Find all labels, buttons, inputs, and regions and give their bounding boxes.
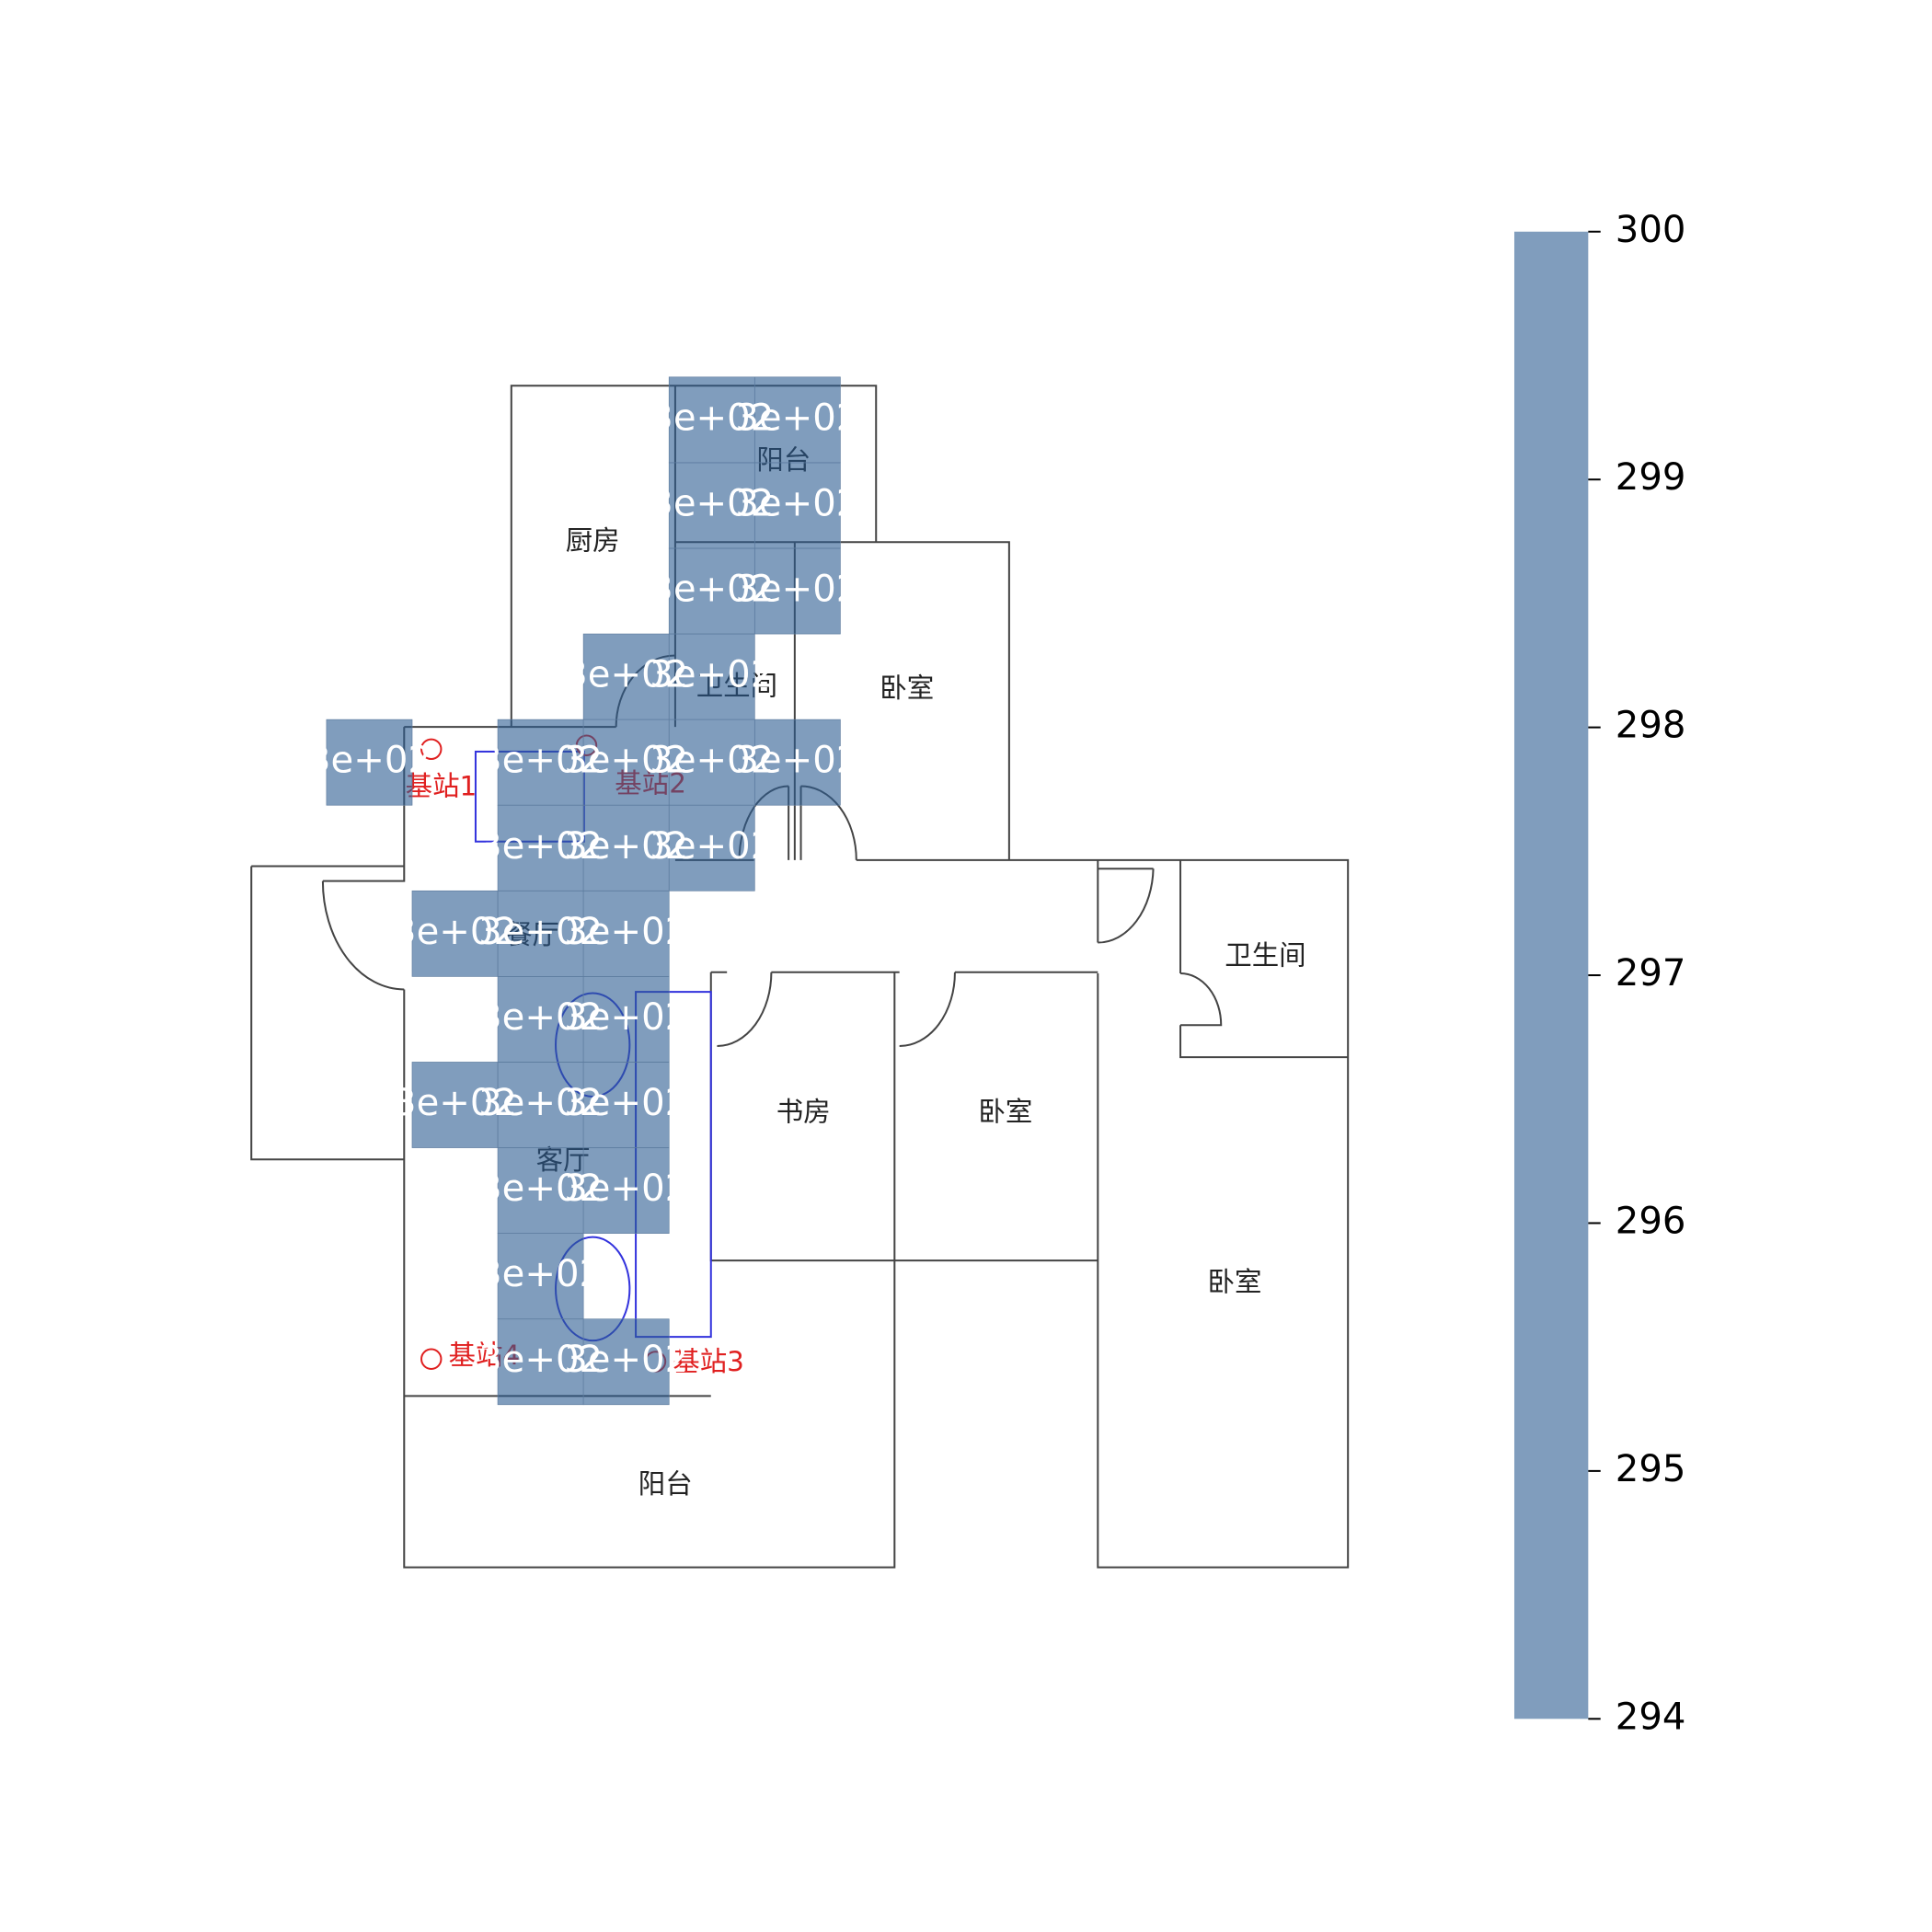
colorbar-tick-label: 295	[1616, 1448, 1686, 1490]
heatmap-cell	[582, 804, 670, 891]
heatmap-cell	[753, 547, 841, 635]
base-station-marker	[420, 1348, 443, 1370]
cell-label: 3e+02	[650, 825, 774, 868]
cell-label: 3e+02	[478, 825, 603, 868]
heatmap-cell	[497, 719, 584, 806]
cell-label: 3e+02	[564, 996, 688, 1039]
heatmap-cell	[411, 1062, 499, 1148]
cell-label: 3e+02	[564, 740, 688, 782]
heatmap-cell	[753, 719, 841, 806]
colorbar-tick-label: 299	[1616, 456, 1686, 499]
colorbar-tick-label: 297	[1616, 952, 1686, 995]
heatmap-cell	[411, 890, 499, 977]
heatmap-cell	[753, 462, 841, 549]
base-station-label: 基站1	[406, 770, 477, 801]
cell-label: 3e+02	[564, 911, 688, 953]
colorbar-tick-label: 294	[1616, 1696, 1686, 1738]
heatmap-cell	[668, 376, 755, 464]
heatmap-cell	[582, 719, 670, 806]
cell-label: 3e+02	[478, 911, 603, 953]
cell-label: 3e+02	[478, 1167, 603, 1210]
heatmap-cell	[497, 976, 584, 1063]
cell-label: 3e+02	[307, 740, 431, 782]
heatmap-cell	[326, 719, 413, 806]
cell-label: 3e+02	[393, 911, 517, 953]
heatmap-cell	[668, 719, 755, 806]
cell-label: 3e+02	[735, 740, 859, 782]
colorbar-tick-label: 296	[1616, 1200, 1686, 1242]
room-label: 卫生间	[1225, 940, 1305, 972]
cell-label: 3e+02	[478, 740, 603, 782]
colorbar	[1513, 231, 1589, 1719]
room-label: 卧室	[880, 673, 934, 704]
cell-label: 3e+02	[478, 1082, 603, 1124]
cell-label: 3e+02	[564, 825, 688, 868]
cell-label: 3e+02	[735, 569, 859, 611]
cell-label: 3e+02	[650, 740, 774, 782]
heatmap-cell	[497, 804, 584, 891]
heatmap-cell	[582, 1318, 670, 1406]
cell-label: 3e+02	[650, 482, 774, 524]
cell-label: 3e+02	[478, 1253, 603, 1295]
cell-label: 3e+02	[564, 654, 688, 696]
heatmap-cell	[497, 890, 584, 977]
room-label: 卧室	[978, 1097, 1032, 1128]
colorbar-tick-label: 298	[1616, 705, 1686, 747]
heatmap-cell	[668, 804, 755, 891]
cell-label: 3e+02	[735, 482, 859, 524]
base-station-marker	[420, 738, 443, 761]
cell-label: 3e+02	[564, 1082, 688, 1124]
heatmap-cell	[582, 1147, 670, 1234]
room-label: 书房	[776, 1097, 831, 1128]
cell-label: 3e+02	[564, 1167, 688, 1210]
room-label: 阳台	[638, 1468, 693, 1500]
heatmap-cell	[582, 633, 670, 720]
cell-label: 3e+02	[393, 1082, 517, 1124]
cell-label: 3e+02	[650, 654, 774, 696]
heatmap-cell	[668, 633, 755, 720]
room-label: 厨房	[566, 524, 620, 556]
heatmap-cell	[497, 1062, 584, 1148]
heatmap-cell	[582, 1062, 670, 1148]
heatmap-cell	[582, 976, 670, 1063]
base-station-label: 基站3	[673, 1346, 744, 1377]
colorbar-tick-label: 300	[1616, 209, 1686, 251]
heatmap-cell	[582, 890, 670, 977]
cell-label: 3e+02	[650, 397, 774, 439]
heatmap-cell	[497, 1233, 584, 1320]
cell-label: 3e+02	[478, 1339, 603, 1381]
room-label: 卧室	[1208, 1267, 1262, 1298]
cell-label: 3e+02	[564, 1339, 688, 1381]
cell-label: 3e+02	[650, 569, 774, 611]
heatmap-cell	[668, 547, 755, 635]
cell-label: 3e+02	[478, 996, 603, 1039]
cell-label: 3e+02	[735, 397, 859, 439]
